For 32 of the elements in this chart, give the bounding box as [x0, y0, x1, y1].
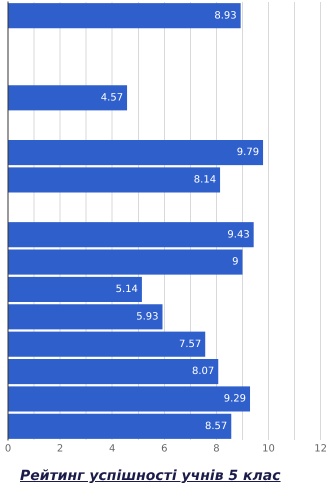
data-label: 7.57: [178, 338, 202, 350]
bar: [8, 304, 162, 330]
bar: [8, 85, 128, 110]
x-tick-label: 6: [161, 444, 168, 455]
data-label: 5.14: [116, 284, 138, 296]
bar: [8, 249, 242, 275]
data-label: 9: [232, 256, 238, 268]
data-label: 9.79: [236, 147, 260, 158]
data-label: 8.57: [205, 420, 228, 432]
data-label: 4.57: [100, 92, 124, 104]
bar: [8, 332, 206, 357]
x-tick-label: 2: [56, 444, 64, 455]
bar: [8, 3, 241, 28]
bar: [8, 358, 218, 384]
x-tick-label: 12: [314, 444, 328, 455]
data-label: 8.14: [194, 174, 216, 186]
bar: [8, 222, 254, 248]
data-label: 8.93: [214, 10, 237, 22]
bar: [8, 276, 142, 302]
data-label: 8.07: [192, 366, 214, 378]
text: Рейтинг успішності учнів 5 клас: [20, 468, 282, 484]
x-tick-label: 0: [4, 444, 12, 455]
bar: [8, 414, 232, 439]
data-label: 5.93: [136, 311, 158, 322]
x-tick-label: 4: [109, 444, 116, 455]
x-tick-label: 8: [213, 444, 220, 455]
bar: [8, 386, 250, 412]
data-label: 9.43: [227, 229, 250, 240]
bar: [8, 140, 264, 166]
data-label: 9.29: [224, 394, 246, 405]
x-tick-label: 10: [262, 444, 275, 455]
bar: [8, 167, 220, 193]
